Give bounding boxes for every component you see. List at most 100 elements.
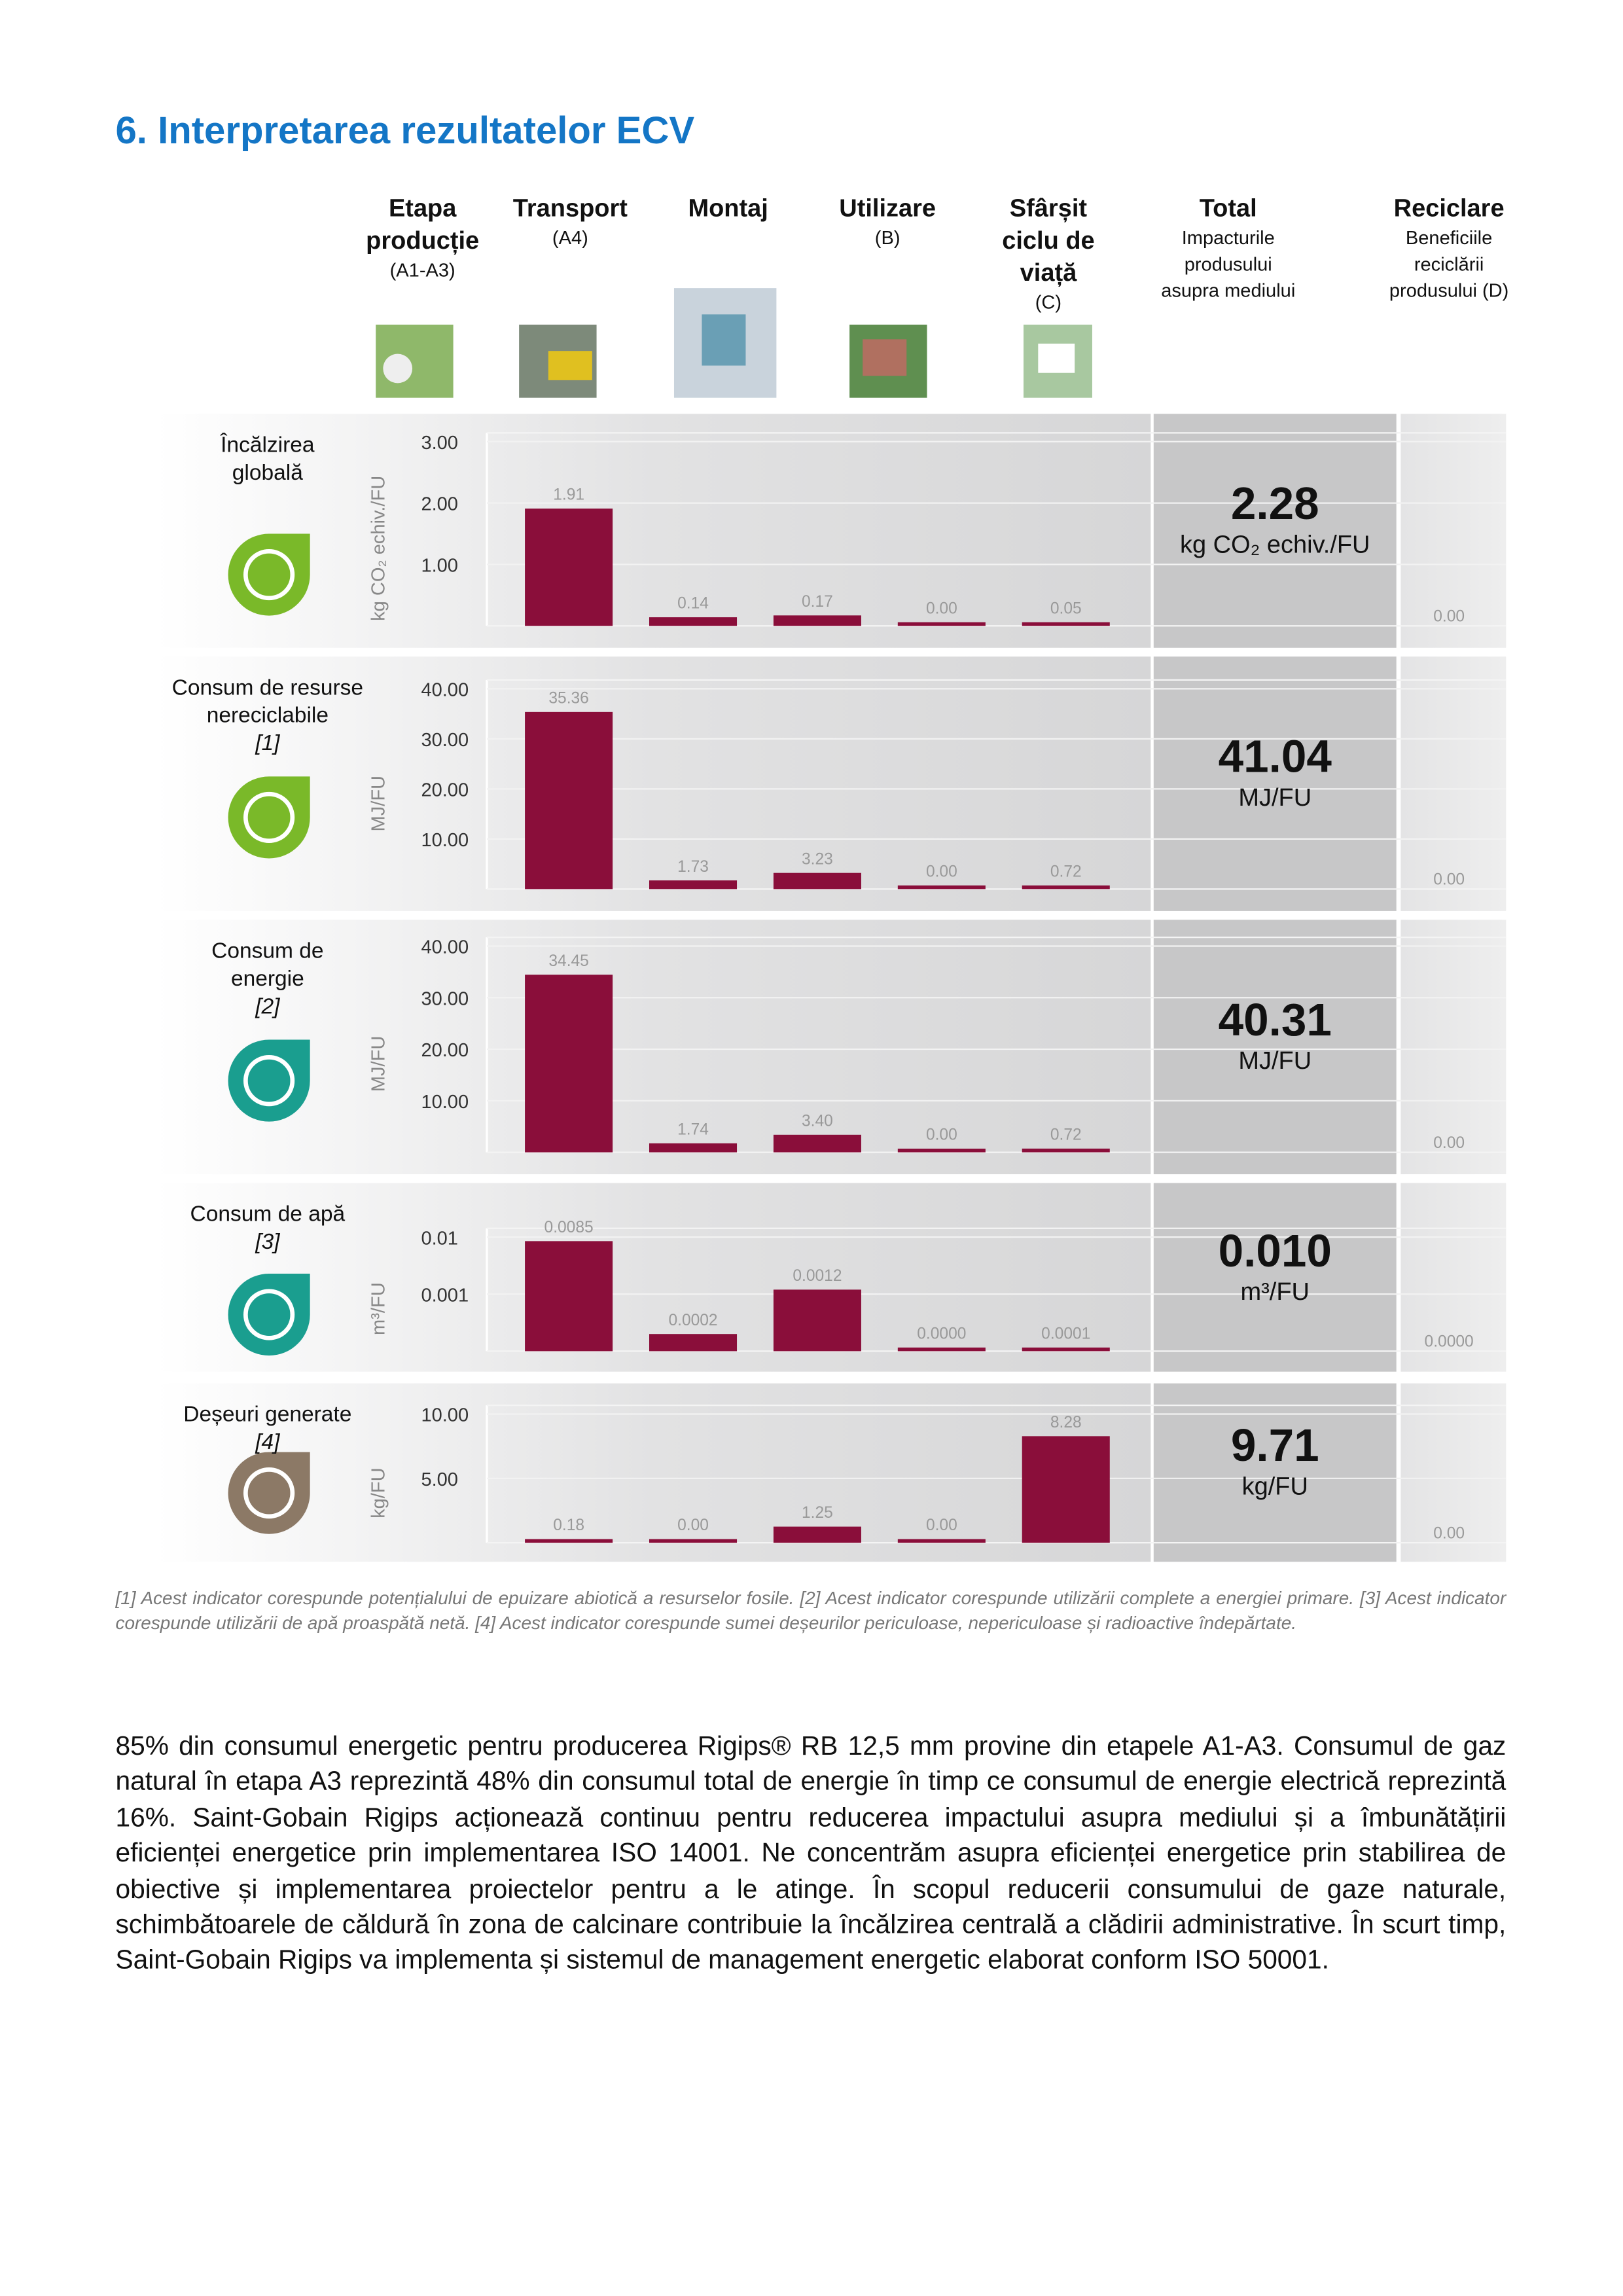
bar	[525, 1539, 613, 1543]
total-unit: m³/FU	[1240, 1277, 1310, 1306]
column-header: Etapa producție (A1-A3)	[357, 193, 488, 284]
column-subtitle: (A4)	[552, 226, 588, 249]
column-title: Utilizare	[839, 194, 936, 223]
recycling-value: 0.00	[1433, 1524, 1465, 1542]
value-label: 0.72	[1050, 1126, 1082, 1143]
total: 2.28 kg CO₂ echiv./FU	[1154, 478, 1397, 560]
y-tick-label: 0.001	[421, 1285, 469, 1306]
indicator-icon	[228, 1039, 310, 1122]
row-band	[156, 920, 1151, 1175]
indicator-icon-glyph	[243, 548, 295, 601]
bar	[773, 615, 861, 626]
bar	[1022, 1148, 1110, 1153]
bar	[649, 1539, 738, 1543]
column-title: Reciclare	[1393, 194, 1505, 223]
row-label: Consum de resurse nereciclabile [1]	[158, 674, 377, 757]
image-detail	[702, 314, 746, 366]
y-tick-label: 0.01	[421, 1228, 458, 1249]
bar	[649, 880, 738, 889]
column-header: Reciclare Beneficiile reciclării produsul…	[1383, 193, 1515, 304]
value-label: 1.73	[677, 858, 709, 876]
recycling-value: 0.0000	[1425, 1333, 1474, 1351]
recycling-band	[1400, 1183, 1507, 1372]
bar	[1022, 885, 1110, 889]
stage-images	[376, 288, 1092, 398]
indicator-icon	[228, 1274, 310, 1356]
y-tick-label: 30.00	[421, 730, 469, 751]
bar	[773, 1526, 861, 1543]
y-tick-label: 10.00	[421, 1092, 469, 1113]
y-axis-label: kg CO₂ echiv./FU	[368, 476, 389, 621]
total-value: 41.04	[1218, 731, 1332, 783]
bar	[773, 1289, 861, 1352]
column-subtitle: (A1-A3)	[389, 259, 455, 281]
y-tick-label: 1.00	[421, 556, 458, 577]
bar	[649, 1334, 738, 1352]
image-detail	[1038, 344, 1075, 373]
total: 9.71 kg/FU	[1154, 1420, 1397, 1501]
value-label: 0.00	[926, 863, 957, 880]
bar	[1022, 622, 1110, 626]
value-label: 0.0001	[1041, 1325, 1090, 1342]
paragraph: 85% din consumul energetic pentru produc…	[115, 1731, 1507, 1975]
y-axis-label: MJ/FU	[368, 1036, 389, 1092]
image-detail	[548, 351, 592, 380]
value-label: 0.0012	[793, 1267, 842, 1285]
image-detail	[383, 353, 413, 384]
recycling-band	[1400, 1383, 1507, 1562]
y-tick-label: 30.00	[421, 988, 469, 1009]
row-label: Încălzirea globală	[194, 431, 340, 487]
y-tick-label: 40.00	[421, 937, 469, 958]
column-title: Montaj	[688, 194, 768, 223]
y-tick-label: 10.00	[421, 1405, 469, 1426]
row-note: [4]	[255, 1430, 280, 1456]
bar	[525, 509, 613, 626]
value-label: 0.0002	[668, 1312, 717, 1329]
bar	[525, 1241, 613, 1352]
bar	[773, 1134, 861, 1153]
row-band	[156, 656, 1151, 911]
recycling-value: 0.00	[1433, 608, 1465, 626]
total-box	[1153, 414, 1397, 648]
column-header: Total Impacturile produsului asupra mediu…	[1155, 193, 1301, 304]
value-label: 0.00	[926, 1126, 957, 1144]
column-subtitle: Beneficiile reciclării produsului (D)	[1389, 226, 1509, 302]
recycling-value: 0.00	[1433, 1134, 1465, 1152]
value-label: 3.40	[802, 1112, 833, 1130]
total-value: 9.71	[1230, 1420, 1319, 1471]
row-title: Consum de energie	[211, 939, 324, 992]
recycling-band	[1400, 656, 1507, 911]
bar	[525, 975, 613, 1153]
row-note: [3]	[255, 1229, 280, 1255]
indicator-icon	[228, 1452, 310, 1534]
value-label: 0.00	[926, 1516, 957, 1534]
bar	[773, 872, 861, 889]
value-label: 1.74	[677, 1121, 709, 1138]
row-label: Consum de apă [3]	[165, 1200, 370, 1256]
total-unit: kg CO₂ echiv./FU	[1179, 531, 1370, 559]
indicator-icon-glyph	[243, 1467, 295, 1519]
total-box	[1153, 1383, 1397, 1562]
value-label: 35.36	[548, 689, 588, 707]
value-label: 0.14	[677, 595, 709, 613]
y-tick-label: 20.00	[421, 780, 469, 801]
value-label: 0.17	[802, 593, 833, 611]
indicator-icon-glyph	[243, 1054, 295, 1107]
total-value: 40.31	[1218, 994, 1332, 1046]
value-label: 8.28	[1050, 1414, 1082, 1431]
bar	[649, 1143, 738, 1153]
bar	[897, 622, 986, 626]
y-axis-label: kg/FU	[368, 1467, 389, 1518]
image-detail	[863, 339, 907, 376]
y-tick-label: 20.00	[421, 1040, 469, 1061]
y-axis-label: MJ/FU	[368, 776, 389, 831]
value-label: 34.45	[548, 952, 588, 970]
column-subtitle: (C)	[1035, 291, 1062, 314]
indicator-icon	[228, 533, 310, 616]
value-label: 0.72	[1050, 863, 1082, 880]
footnotes: [1] Acest indicator corespunde potențial…	[115, 1588, 1507, 1634]
heading: 6. Interpretarea rezultatelor ECV	[115, 108, 695, 152]
column-header: Transport (A4)	[497, 193, 643, 251]
bar	[1022, 1436, 1110, 1543]
